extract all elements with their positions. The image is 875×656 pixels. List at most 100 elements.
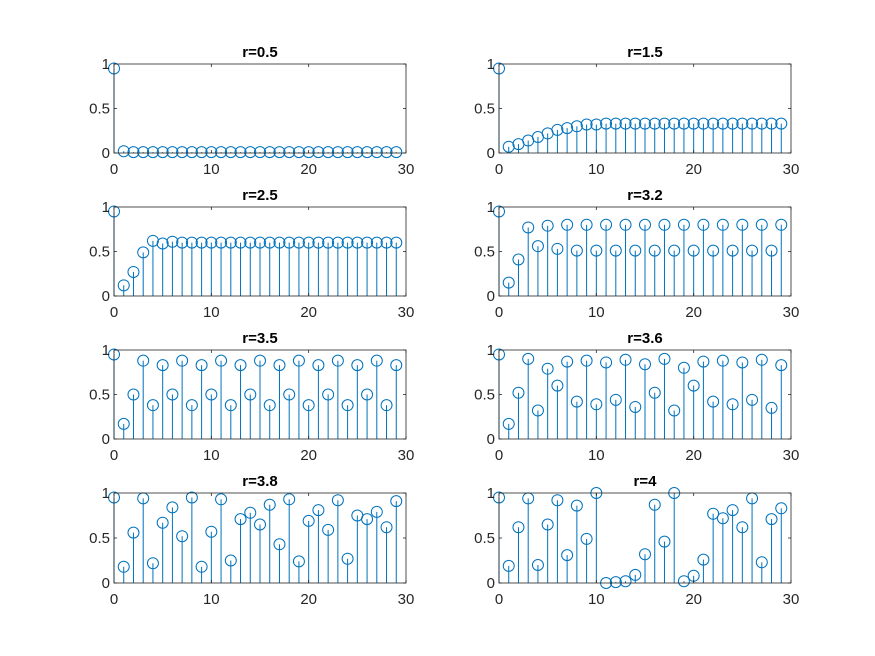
stem-marker — [273, 236, 286, 249]
stem-marker — [755, 353, 768, 366]
y-tick-label: 0.5 — [474, 244, 495, 261]
stem-marker — [716, 218, 729, 231]
stem-marker — [390, 359, 403, 372]
subplot-title: r=0.5 — [242, 44, 277, 61]
stem-marker — [244, 506, 257, 519]
y-tick-label: 0.5 — [474, 387, 495, 404]
stem-marker — [185, 236, 198, 249]
stem-marker — [697, 117, 710, 130]
stem-marker — [380, 146, 393, 159]
stem-marker — [341, 236, 354, 249]
stem-marker — [351, 236, 364, 249]
stem-marker — [117, 560, 130, 573]
stem-marker — [629, 400, 642, 413]
stem-marker — [609, 244, 622, 257]
x-tick-label: 0 — [110, 304, 118, 321]
y-tick-label: 0 — [102, 145, 110, 162]
stem-marker — [629, 117, 642, 130]
stem-marker — [551, 242, 564, 255]
stem-marker — [380, 521, 393, 534]
stem-marker — [176, 236, 189, 249]
y-tick-label: 1 — [487, 485, 495, 502]
stem-marker — [205, 146, 218, 159]
stem-marker — [502, 140, 515, 153]
stem-marker — [361, 388, 374, 401]
stem-marker — [127, 146, 140, 159]
stem-marker — [726, 117, 739, 130]
stem-marker — [551, 123, 564, 136]
stem-marker — [185, 399, 198, 412]
stem-marker — [707, 395, 720, 408]
stem-marker — [551, 379, 564, 392]
subplot-r-2-5: r=2.5 0 10 20 30 0 0.5 1 — [89, 187, 414, 321]
x-tick-label: 0 — [495, 447, 503, 464]
y-tick-label: 1 — [487, 199, 495, 216]
x-tick-label: 10 — [203, 161, 220, 178]
stem-marker — [390, 236, 403, 249]
stem-marker — [361, 146, 374, 159]
stem-marker — [312, 146, 325, 159]
stem-marker — [502, 276, 515, 289]
stem-marker — [156, 146, 169, 159]
stem-marker — [273, 359, 286, 372]
stem-marker — [570, 499, 583, 512]
x-tick-label: 20 — [300, 591, 317, 608]
stem-marker — [639, 548, 651, 561]
stem-marker — [755, 218, 768, 231]
stem-marker — [775, 502, 788, 515]
stem-marker — [166, 501, 179, 514]
stem-marker — [283, 146, 296, 159]
stem-marker — [668, 404, 681, 417]
stem-marker — [137, 354, 150, 367]
x-tick-label: 10 — [588, 447, 605, 464]
stem-marker — [380, 236, 393, 249]
stem-marker — [580, 532, 593, 545]
stem-marker — [302, 399, 315, 412]
stem-marker — [775, 359, 788, 372]
y-tick-label: 0.5 — [89, 244, 110, 261]
stem-marker — [726, 244, 739, 257]
x-tick-label: 30 — [783, 304, 800, 321]
stem-marker — [561, 122, 574, 135]
stem-marker — [322, 146, 335, 159]
stem-marker — [755, 117, 768, 130]
axis-ticks — [113, 492, 407, 584]
y-tick-label: 0 — [102, 575, 110, 592]
stem-series — [493, 205, 788, 296]
stem-marker — [765, 244, 778, 257]
stem-marker — [331, 494, 344, 507]
stem-marker — [195, 359, 208, 372]
stem-series — [493, 487, 788, 589]
stem-marker — [522, 221, 535, 234]
stem-marker — [736, 356, 749, 369]
stem-marker — [677, 117, 690, 130]
y-tick-label: 0.5 — [89, 530, 110, 547]
stem-marker — [736, 521, 749, 534]
x-tick-label: 10 — [588, 304, 605, 321]
stem-marker — [512, 521, 525, 534]
stem-marker — [648, 386, 661, 399]
stem-marker — [146, 146, 159, 159]
stem-marker — [512, 253, 525, 266]
x-tick-label: 20 — [300, 161, 317, 178]
x-tick-label: 0 — [110, 447, 118, 464]
stem-marker — [390, 146, 403, 159]
stem-marker — [292, 354, 305, 367]
stem-marker — [600, 356, 613, 369]
stem-marker — [677, 218, 690, 231]
x-tick-label: 30 — [783, 447, 800, 464]
x-tick-label: 0 — [495, 591, 503, 608]
axis-ticks — [113, 349, 407, 440]
stem-marker — [609, 117, 622, 130]
subplot-title: r=3.5 — [242, 330, 277, 347]
stem-marker — [283, 236, 296, 249]
stem-marker — [195, 560, 208, 573]
y-tick-label: 1 — [487, 342, 495, 359]
y-tick-label: 1 — [487, 56, 495, 73]
x-tick-label: 10 — [203, 304, 220, 321]
stem-marker — [648, 244, 661, 257]
stem-marker — [224, 554, 237, 567]
stem-marker — [668, 244, 681, 257]
stem-marker — [629, 244, 642, 257]
